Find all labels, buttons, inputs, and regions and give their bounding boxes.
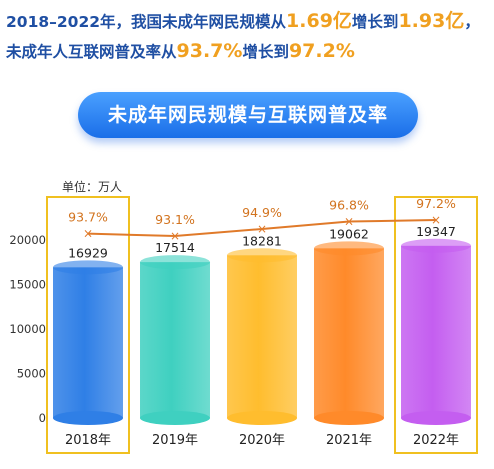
bar-value-label: 19062	[329, 226, 369, 241]
bar-value-label: 18281	[242, 233, 282, 248]
rate-marker: ×	[344, 215, 354, 229]
bar	[314, 248, 384, 418]
headline-text: 未成年人互联网普及率从	[6, 43, 177, 61]
bar-top	[227, 248, 297, 263]
bar-base	[314, 411, 384, 425]
headline-text: 增长到	[242, 43, 289, 61]
bar	[227, 255, 297, 418]
bar	[140, 262, 210, 418]
bar-top	[314, 241, 384, 256]
headline-line-1: 2018–2022年，我国未成年网民规模从1.69亿增长到1.93亿，	[6, 6, 490, 36]
bar-value-label: 17514	[155, 240, 195, 255]
bar-base	[53, 411, 123, 425]
rate-label: 96.8%	[329, 198, 369, 213]
x-tick-label: 2021年	[326, 433, 372, 448]
rate-label: 93.7%	[68, 210, 108, 225]
rate-marker: ×	[431, 213, 441, 227]
bar-value-label: 19347	[416, 224, 456, 239]
headline-text: 2018–2022年，我国未成年网民规模从	[6, 13, 287, 31]
chart-title: 未成年网民规模与互联网普及率	[78, 92, 418, 138]
unit-label: 单位：万人	[62, 180, 123, 194]
headline-value: 93.7%	[176, 40, 243, 62]
y-tick-label: 5000	[17, 367, 46, 381]
bar	[401, 245, 471, 418]
headline-value: 97.2%	[288, 40, 355, 62]
headline-line-2: 未成年人互联网普及率从93.7%增长到97.2%	[6, 36, 490, 66]
highlight-box	[394, 196, 478, 454]
rate-label: 94.9%	[242, 205, 282, 220]
x-tick-label: 2019年	[152, 433, 198, 448]
headline-text: ，	[464, 13, 480, 31]
x-tick-label: 2022年	[413, 433, 459, 448]
y-tick-label: 15000	[9, 278, 46, 292]
headline-text: 增长到	[351, 13, 399, 31]
rate-marker: ×	[170, 229, 180, 243]
bar	[53, 267, 123, 418]
bar-top	[401, 238, 471, 253]
headline-value: 1.69亿	[286, 10, 352, 32]
bar-top	[140, 255, 210, 270]
bar-base	[140, 411, 210, 425]
headline-value: 1.93亿	[398, 10, 465, 32]
bar-top	[53, 260, 123, 275]
rate-label: 97.2%	[416, 196, 456, 211]
headline: 2018–2022年，我国未成年网民规模从1.69亿增长到1.93亿， 未成年人…	[6, 6, 490, 66]
x-tick-label: 2018年	[65, 433, 111, 448]
bar-value-label: 16929	[68, 245, 108, 260]
rate-label: 93.1%	[155, 212, 195, 227]
y-tick-label: 0	[39, 411, 46, 425]
y-tick-label: 20000	[9, 233, 46, 247]
rate-marker: ×	[257, 222, 267, 236]
highlight-box	[46, 196, 130, 454]
y-tick-label: 10000	[9, 322, 46, 336]
bar-base	[401, 411, 471, 425]
rate-line	[87, 219, 437, 238]
rate-marker: ×	[83, 227, 93, 241]
bar-base	[227, 411, 297, 425]
x-tick-label: 2020年	[239, 433, 285, 448]
